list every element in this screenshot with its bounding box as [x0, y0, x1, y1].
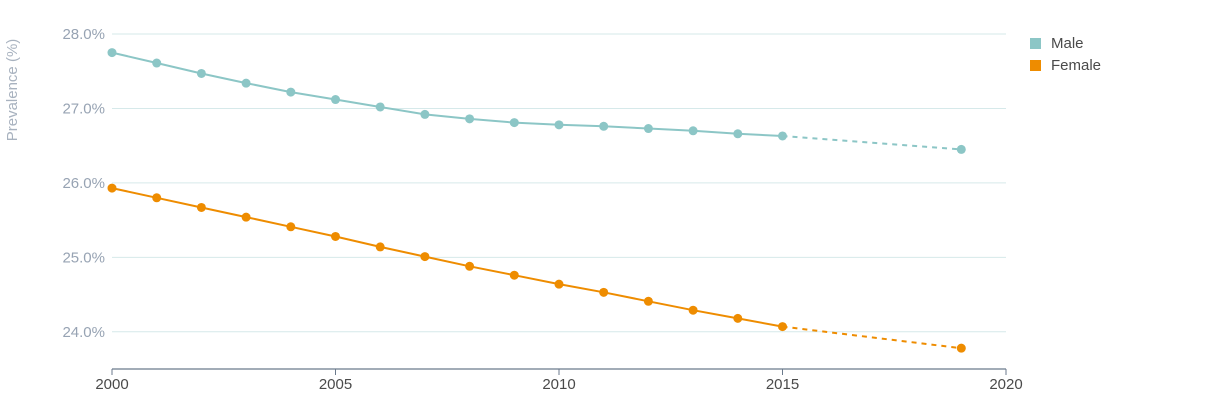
data-point-female[interactable] — [733, 313, 743, 323]
legend-swatch — [1030, 38, 1041, 49]
y-tick-label: 28.0% — [62, 26, 105, 43]
data-point-male[interactable] — [420, 109, 430, 119]
data-point-female[interactable] — [107, 183, 117, 193]
x-tick-label: 2010 — [542, 376, 575, 393]
data-point-male[interactable] — [241, 78, 251, 88]
series-projection-female — [782, 325, 962, 350]
data-point-female[interactable] — [152, 193, 162, 203]
data-point-male[interactable] — [465, 114, 475, 124]
x-tick-label: 2005 — [319, 376, 352, 393]
data-point-male[interactable] — [956, 144, 966, 154]
series-male — [107, 48, 966, 154]
data-point-female[interactable] — [420, 252, 430, 262]
data-point-female[interactable] — [778, 322, 787, 332]
legend-item-female[interactable]: Female — [1030, 57, 1101, 74]
x-tick-label: 2020 — [989, 376, 1022, 393]
y-tick-label: 26.0% — [62, 175, 105, 192]
data-point-female[interactable] — [599, 287, 609, 297]
y-tick-label: 25.0% — [62, 249, 105, 266]
data-point-male[interactable] — [599, 121, 609, 131]
legend-label: Female — [1051, 57, 1101, 74]
data-point-male[interactable] — [733, 129, 743, 139]
grid-lines — [112, 33, 1006, 333]
data-point-male[interactable] — [196, 68, 206, 78]
data-point-female[interactable] — [331, 231, 340, 241]
data-point-female[interactable] — [509, 270, 519, 280]
data-point-male[interactable] — [152, 58, 162, 68]
data-point-female[interactable] — [196, 202, 206, 212]
legend-label: Male — [1051, 35, 1084, 52]
series-lines — [107, 48, 966, 353]
y-tick-label: 24.0% — [62, 324, 105, 341]
data-point-female[interactable] — [465, 261, 475, 271]
y-tick-label: 27.0% — [62, 100, 105, 117]
data-point-female[interactable] — [643, 296, 653, 306]
x-axis-ticks: 2000 2005 2010 2015 2020 — [95, 369, 1023, 393]
data-point-male[interactable] — [554, 120, 564, 130]
y-axis-ticks: 24.0% 25.0% 26.0% 27.0% 28.0% — [62, 26, 105, 341]
data-point-female[interactable] — [956, 343, 966, 353]
data-point-male[interactable] — [688, 126, 698, 136]
x-tick-label: 2000 — [95, 376, 128, 393]
data-point-male[interactable] — [331, 95, 340, 105]
data-point-male[interactable] — [778, 131, 787, 141]
data-point-female[interactable] — [554, 279, 564, 289]
series-line-male — [111, 51, 783, 137]
data-point-male[interactable] — [375, 102, 385, 112]
legend-item-male[interactable]: Male — [1030, 35, 1084, 52]
legend-swatch — [1030, 60, 1041, 71]
data-point-male[interactable] — [509, 118, 519, 128]
data-point-male[interactable] — [286, 87, 296, 97]
data-point-female[interactable] — [286, 222, 296, 232]
x-tick-label: 2015 — [766, 376, 799, 393]
legend[interactable]: Male Female — [1030, 35, 1101, 74]
series-female — [107, 183, 966, 353]
y-axis-title: Prevalence (%) — [4, 39, 21, 142]
series-line-female — [111, 187, 783, 328]
data-point-female[interactable] — [241, 212, 251, 222]
series-projection-male — [782, 135, 962, 151]
data-point-male[interactable] — [107, 48, 117, 58]
data-point-female[interactable] — [375, 242, 385, 252]
data-point-male[interactable] — [643, 124, 653, 134]
data-point-female[interactable] — [688, 305, 698, 315]
